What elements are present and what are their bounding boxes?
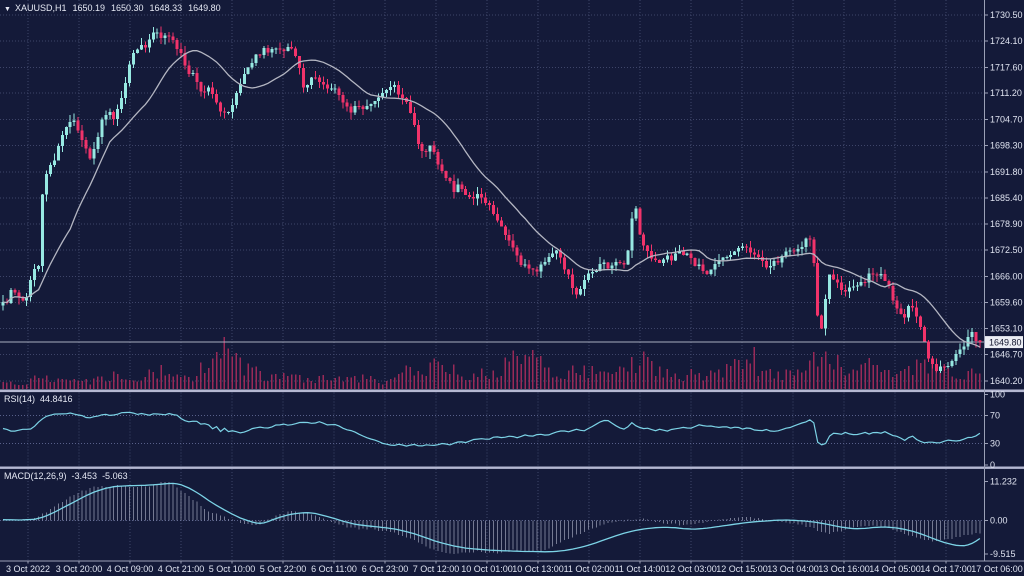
svg-text:11 Oct 02:00: 11 Oct 02:00 (564, 564, 615, 574)
svg-text:11.232: 11.232 (990, 476, 1017, 486)
readout-open: 1650.19 (72, 3, 105, 13)
svg-text:1730.50: 1730.50 (990, 10, 1023, 20)
macd-signal-line (2, 482, 981, 553)
svg-text:12 Oct 03:00: 12 Oct 03:00 (665, 564, 717, 574)
svg-text:1649.80: 1649.80 (989, 338, 1022, 348)
collapse-indicator-icon[interactable]: ▼ (4, 6, 11, 13)
rsi-value: 44.8416 (40, 394, 73, 404)
rsi-indicator-label: RSI(14) 44.8416 (4, 394, 78, 404)
svg-text:7 Oct 12:00: 7 Oct 12:00 (413, 564, 460, 574)
svg-text:10 Oct 13:00: 10 Oct 13:00 (512, 564, 564, 574)
svg-text:3 Oct 20:00: 3 Oct 20:00 (56, 564, 103, 574)
svg-text:5 Oct 10:00: 5 Oct 10:00 (209, 564, 256, 574)
svg-text:17 Oct 06:00: 17 Oct 06:00 (971, 564, 1023, 574)
svg-text:6 Oct 11:00: 6 Oct 11:00 (311, 564, 357, 574)
svg-text:14 Oct 17:00: 14 Oct 17:00 (920, 564, 972, 574)
price-axis: 1730.50 1724.10 1717.60 1711.20 1704.70 1698.… (984, 10, 1023, 386)
macd-histogram (2, 481, 981, 555)
svg-text:0: 0 (990, 460, 995, 470)
svg-text:1724.10: 1724.10 (990, 36, 1023, 46)
svg-text:1717.60: 1717.60 (990, 62, 1023, 72)
time-axis: 3 Oct 2022 3 Oct 20:00 4 Oct 09:00 4 Oct 21… (6, 560, 1023, 574)
macd-value: -3.453 (71, 471, 98, 481)
svg-text:70: 70 (990, 411, 1000, 421)
svg-text:5 Oct 22:00: 5 Oct 22:00 (260, 564, 307, 574)
svg-text:1640.20: 1640.20 (990, 376, 1023, 386)
rsi-axis: 100 70 30 0 (984, 390, 1005, 470)
macd-signal-value: -5.063 (102, 471, 128, 481)
svg-text:13 Oct 04:00: 13 Oct 04:00 (767, 564, 819, 574)
readout-high: 1650.30 (111, 3, 144, 13)
svg-text:1653.10: 1653.10 (990, 324, 1023, 334)
current-price-tag: 1649.80 (985, 336, 1023, 349)
candles-layer (1, 26, 982, 373)
svg-text:1659.60: 1659.60 (990, 297, 1023, 307)
volume-layer (2, 336, 981, 389)
readout-close: 1649.80 (188, 3, 221, 13)
svg-text:13 Oct 16:00: 13 Oct 16:00 (818, 564, 870, 574)
svg-text:10 Oct 01:00: 10 Oct 01:00 (461, 564, 513, 574)
svg-text:1691.80: 1691.80 (990, 167, 1023, 177)
svg-text:-9.515: -9.515 (990, 549, 1016, 559)
svg-text:0.00: 0.00 (990, 516, 1008, 526)
symbol-label: XAUUSD,H1 (14, 3, 67, 13)
moving-average-line (2, 49, 981, 348)
pane-separators (0, 0, 1024, 562)
macd-indicator-label: MACD(12,26,9) -3.453 -5.063 (4, 471, 133, 481)
svg-text:3 Oct 2022: 3 Oct 2022 (6, 564, 50, 574)
svg-text:6 Oct 23:00: 6 Oct 23:00 (362, 564, 409, 574)
svg-text:1646.70: 1646.70 (990, 350, 1023, 360)
svg-text:14 Oct 05:00: 14 Oct 05:00 (869, 564, 921, 574)
svg-text:1672.50: 1672.50 (990, 245, 1023, 255)
macd-axis: 11.232 0.00 -9.515 (984, 476, 1017, 559)
macd-name: MACD(12,26,9) (4, 471, 67, 481)
svg-text:30: 30 (990, 439, 1000, 449)
svg-text:1685.40: 1685.40 (990, 193, 1023, 203)
readout-low: 1648.33 (149, 3, 183, 13)
svg-text:1704.70: 1704.70 (990, 115, 1023, 125)
rsi-line (2, 411, 981, 447)
svg-text:4 Oct 09:00: 4 Oct 09:00 (107, 564, 154, 574)
svg-text:1698.30: 1698.30 (990, 141, 1023, 151)
svg-text:12 Oct 15:00: 12 Oct 15:00 (716, 564, 768, 574)
svg-text:100: 100 (990, 390, 1005, 400)
symbol-readout: ▼ XAUUSD,H1 1650.19 1650.30 1648.33 1649.80 (4, 3, 227, 15)
svg-text:4 Oct 21:00: 4 Oct 21:00 (158, 564, 205, 574)
svg-text:11 Oct 14:00: 11 Oct 14:00 (615, 564, 666, 574)
rsi-name: RSI(14) (4, 394, 36, 404)
svg-text:1678.90: 1678.90 (990, 219, 1023, 229)
svg-text:1711.20: 1711.20 (990, 88, 1022, 98)
svg-text:1666.00: 1666.00 (990, 271, 1023, 281)
